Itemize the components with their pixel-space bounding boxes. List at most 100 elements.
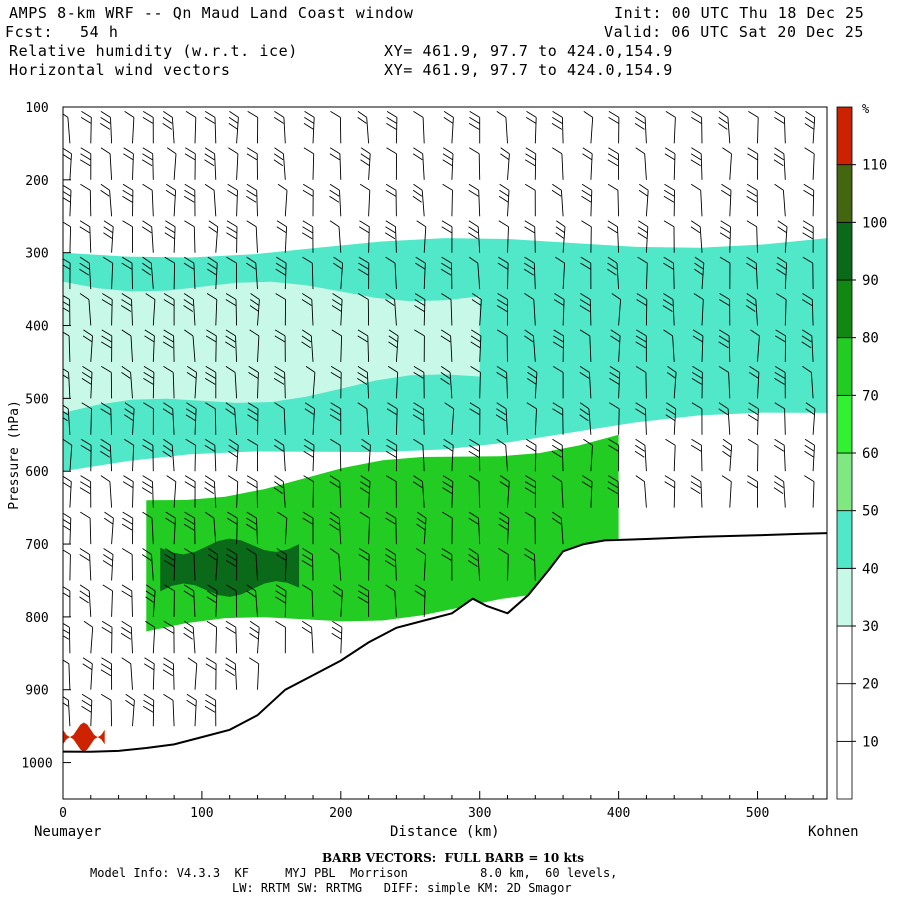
wind-barb: [121, 256, 133, 290]
wind-barb: [273, 147, 286, 180]
colorbar-bin: [836, 106, 853, 166]
wind-barb: [746, 256, 758, 290]
wind-barb: [690, 475, 703, 508]
wind-barb: [273, 475, 286, 508]
wind-barb: [776, 293, 787, 326]
wind-barb: [416, 220, 427, 253]
wind-barb: [357, 256, 370, 290]
x-end-label: Kohnen: [808, 824, 859, 840]
wind-barb: [694, 256, 705, 290]
wind-barb: [142, 183, 154, 217]
x-tick-label: 500: [746, 806, 769, 821]
wind-barb: [471, 293, 482, 326]
colorbar-bin: [836, 683, 853, 742]
wind-barb: [125, 693, 135, 727]
wind-barb: [524, 220, 536, 253]
wind-barb: [205, 329, 217, 362]
wind-barb: [206, 584, 218, 617]
wind-barb: [227, 183, 238, 217]
rh-region-near-surface-saturation: [63, 722, 105, 752]
wind-barb: [186, 693, 197, 727]
y-tick-label: 400: [25, 320, 48, 335]
wind-barb: [163, 293, 175, 326]
wind-barb: [121, 366, 133, 399]
wind-barb: [386, 402, 398, 435]
wind-barbs: [63, 111, 816, 727]
wind-barb: [166, 475, 177, 508]
wind-barb: [249, 293, 260, 326]
wind-barb: [63, 549, 71, 581]
x-tick-label: 0: [59, 806, 67, 821]
y-tick-label: 900: [25, 684, 48, 699]
wind-barb: [690, 438, 703, 472]
wind-barb: [144, 329, 155, 362]
wind-barb: [496, 366, 508, 399]
wind-barb: [275, 620, 286, 654]
wind-barb: [123, 147, 134, 180]
wind-barb: [100, 111, 113, 144]
wind-barb: [204, 147, 217, 180]
wind-barb: [470, 329, 482, 362]
wind-barb: [441, 548, 453, 581]
wind-barb: [413, 438, 425, 472]
wind-barb: [100, 147, 113, 180]
wind-barb: [468, 220, 481, 253]
wind-barb: [665, 402, 677, 435]
wind-barb: [524, 293, 536, 326]
wind-barb: [247, 402, 259, 435]
wind-barb: [228, 147, 239, 180]
valid-time: Valid: 06 UTC Sat 20 Dec 25: [604, 23, 865, 41]
wind-barb: [301, 620, 314, 654]
wind-barb: [204, 693, 217, 727]
wind-barb: [442, 511, 453, 545]
wind-barb: [637, 220, 649, 253]
wind-barb: [100, 402, 113, 435]
wind-barb: [224, 657, 238, 690]
wind-barb: [246, 584, 258, 617]
wind-barb: [384, 548, 397, 581]
wind-barb: [500, 147, 510, 180]
wind-barb: [746, 220, 758, 253]
colorbar-label: 90: [862, 273, 879, 289]
wind-barb: [164, 584, 175, 617]
wind-barb: [102, 256, 114, 290]
wind-barb: [79, 584, 92, 617]
wind-barb: [498, 511, 510, 545]
wind-barb: [63, 659, 71, 690]
wind-barb: [225, 402, 238, 435]
wind-barb: [207, 256, 218, 290]
wind-barb: [385, 256, 397, 290]
colorbar-bin: [836, 164, 853, 223]
wind-barb: [228, 438, 239, 472]
model-title: AMPS 8-km WRF -- Qn Maud Land Coast wind…: [9, 4, 414, 22]
wind-barb: [79, 475, 92, 508]
wind-barb: [246, 183, 258, 217]
model-info-line: Model Info: V4.3.3 KF MYJ PBL Morrison 8…: [90, 866, 618, 880]
wind-barb: [361, 438, 371, 472]
wind-barb: [443, 438, 454, 472]
wind-barb: [302, 183, 314, 217]
wind-barb: [442, 475, 454, 508]
wind-barb: [579, 293, 592, 326]
wind-barb: [63, 622, 71, 654]
wind-barb: [524, 183, 536, 217]
wind-barb: [357, 366, 370, 399]
wind-barb: [122, 475, 134, 508]
wind-barb: [141, 475, 154, 508]
wind-barb: [664, 475, 676, 508]
wind-barb: [141, 256, 154, 290]
wind-barb: [100, 329, 113, 362]
wind-barb: [499, 475, 510, 508]
wind-barb: [79, 220, 92, 253]
wind-barb: [226, 511, 238, 545]
wind-barb: [83, 620, 94, 654]
wind-barb: [225, 548, 238, 581]
wind-barb: [165, 511, 176, 545]
wind-barb: [204, 475, 217, 508]
wind-barb: [204, 438, 217, 472]
wind-barb: [162, 111, 175, 144]
forecast-hours: 54 h: [80, 23, 119, 41]
wind-barb: [120, 620, 133, 654]
wind-barb: [162, 329, 175, 362]
wind-barb: [330, 438, 342, 472]
